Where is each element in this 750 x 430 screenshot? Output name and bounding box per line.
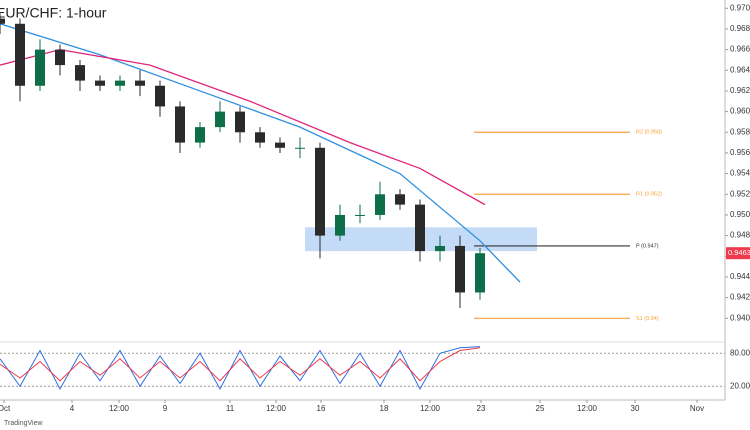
y-tick-label: 80.00	[730, 348, 750, 357]
candle-body	[395, 194, 405, 205]
x-tick-label: 16	[317, 404, 326, 413]
candle-body	[375, 194, 385, 215]
oscillator-line	[0, 346, 481, 391]
x-tick-label: 12:00	[266, 404, 287, 413]
y-tick-label: 20.00	[730, 381, 750, 390]
candle-body	[135, 80, 145, 86]
candle-body	[435, 245, 445, 252]
candle-body	[355, 214, 365, 216]
pivot-label: S1 (0.94)	[636, 316, 659, 322]
candle-body	[115, 80, 125, 86]
candle-body	[215, 111, 225, 128]
x-tick-label: Nov	[690, 404, 704, 413]
candle-body	[315, 147, 325, 236]
oscillator-line	[0, 347, 481, 382]
watermark: TradingView	[4, 420, 43, 427]
last-price-box	[726, 247, 750, 260]
pivot-label: P (0.947)	[636, 243, 659, 249]
candle-body	[175, 106, 185, 143]
candle-body	[275, 142, 285, 148]
x-tick-label: 12:00	[109, 404, 130, 413]
pivot-label: R2 (0.958)	[636, 130, 662, 136]
x-tick-label: 18	[380, 404, 389, 413]
x-tick-label: 9	[163, 404, 168, 413]
candle-body	[155, 85, 165, 107]
x-tick-label: 25	[536, 404, 545, 413]
candle-body	[255, 132, 265, 143]
candle-body	[95, 80, 105, 86]
candle-body	[35, 49, 45, 86]
candle-body	[455, 245, 465, 293]
candle-body	[75, 65, 85, 81]
x-tick-label: 12:00	[420, 404, 441, 413]
y-tick-label: 0.9700	[730, 3, 750, 12]
x-tick-label: 12:00	[577, 404, 598, 413]
candle-body	[0, 18, 5, 24]
last-price-label: 0.9463	[728, 248, 750, 257]
candle-body	[55, 49, 65, 66]
candle-body	[195, 127, 205, 143]
x-tick-label: 23	[477, 404, 486, 413]
candle-body	[475, 253, 485, 293]
x-tick-label: 11	[226, 404, 235, 413]
candle-body	[415, 204, 425, 252]
candle-body	[15, 23, 25, 86]
moving-average	[0, 23, 521, 283]
x-tick-label: 4	[70, 404, 75, 413]
candle-body	[335, 214, 345, 236]
x-tick-label: Oct	[0, 404, 11, 413]
candle-body	[235, 111, 245, 133]
chart-title: EUR/CHF: 1-hour	[0, 5, 107, 21]
pivot-label: R1 (0.952)	[636, 192, 662, 198]
candle-body	[295, 147, 305, 149]
x-tick-label: 30	[631, 404, 640, 413]
